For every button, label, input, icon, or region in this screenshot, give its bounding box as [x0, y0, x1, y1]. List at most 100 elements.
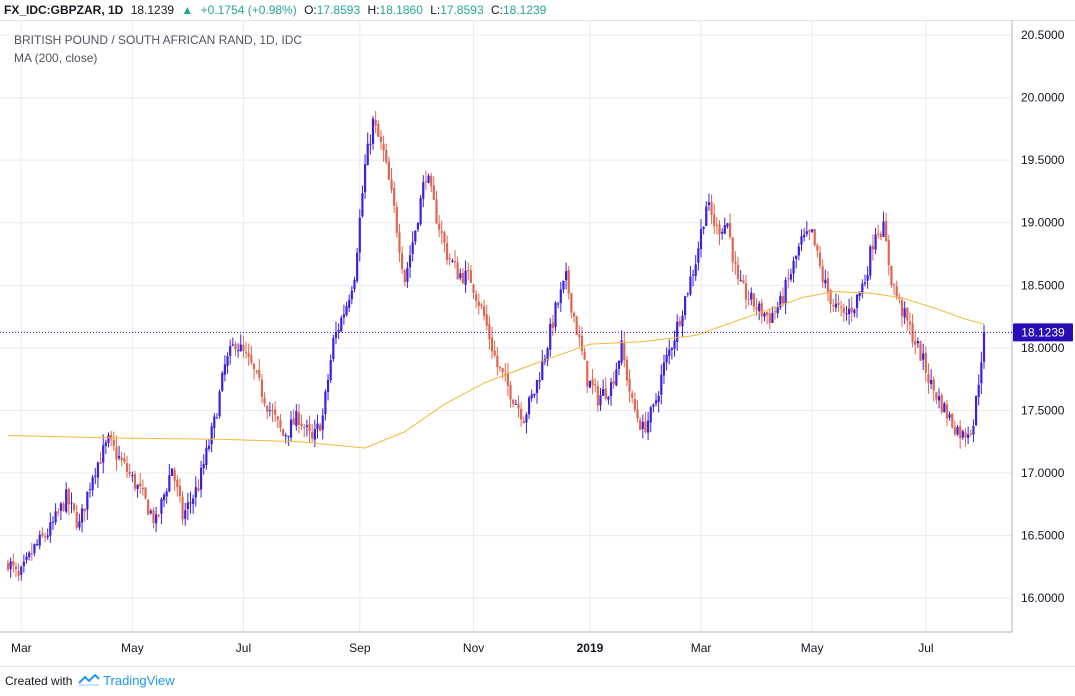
candle-body	[422, 182, 425, 199]
indicator-label[interactable]: MA (200, close)	[14, 51, 97, 65]
candle-body	[308, 424, 311, 432]
candle-body	[810, 229, 814, 232]
candle-body	[916, 341, 919, 344]
candle-body	[49, 522, 52, 536]
candle-body	[43, 536, 47, 538]
candle-body	[194, 487, 197, 498]
candle-body	[594, 384, 597, 386]
candle-body	[980, 362, 983, 384]
candle-body	[845, 313, 848, 315]
candle-body	[353, 279, 356, 290]
candle-body	[599, 395, 602, 406]
candle-body	[239, 344, 242, 352]
candle-body	[885, 220, 888, 242]
candle-body	[120, 457, 123, 461]
candle-body	[644, 421, 647, 433]
candle-body	[65, 489, 68, 512]
price-chart[interactable]: 16.0000 16.5000 17.0000 17.5000 18.0000 18.50…	[0, 20, 1075, 666]
candle-body	[557, 303, 560, 305]
candle-body	[165, 491, 168, 497]
candle-body	[742, 280, 745, 284]
candle-body	[691, 274, 695, 276]
candle-body	[281, 429, 285, 436]
candle-body	[731, 237, 734, 262]
candle-body	[744, 283, 748, 300]
candle-body	[160, 498, 163, 514]
candle-body	[9, 561, 12, 570]
candle-body	[924, 353, 927, 373]
candle-body	[231, 344, 234, 346]
candle-body	[297, 412, 301, 425]
candle-body	[908, 321, 912, 325]
candle-body	[173, 469, 176, 481]
candle-body	[96, 462, 100, 478]
candle-body	[750, 292, 753, 300]
symbol-label[interactable]: FX_IDC:GBPZAR, 1D	[4, 3, 124, 17]
candle-body	[522, 421, 525, 424]
candle-body	[514, 404, 517, 406]
candle-body	[562, 280, 565, 290]
candle-body	[176, 479, 179, 487]
candle-body	[88, 489, 92, 491]
candle-body	[919, 341, 922, 361]
candle-body	[961, 431, 964, 438]
candle-body	[734, 261, 737, 264]
candle-body	[959, 426, 962, 439]
candle-body	[110, 434, 113, 440]
candle-body	[57, 511, 60, 513]
candle-body	[633, 399, 636, 410]
candle-body	[848, 308, 851, 314]
candle-body	[826, 278, 830, 292]
candle-body	[266, 405, 269, 413]
time-axis[interactable]: Mar May Jul Sep Nov 2019 Mar May Jul	[11, 641, 934, 655]
candle-body	[930, 380, 933, 385]
candle-body	[311, 431, 314, 439]
candle-body	[863, 282, 867, 284]
candle-body	[549, 324, 552, 350]
candle-body	[67, 489, 70, 505]
candle-body	[967, 434, 970, 438]
candle-body	[787, 278, 790, 280]
candle-body	[911, 323, 914, 343]
tradingview-brand[interactable]: TradingView	[103, 673, 175, 688]
candle-body	[345, 306, 348, 316]
candle-body	[940, 395, 943, 413]
candle-body	[681, 315, 684, 327]
candle-body	[721, 231, 724, 234]
candle-body	[342, 314, 346, 318]
candle-body	[73, 503, 76, 511]
candle-body	[379, 136, 383, 142]
candle-body	[792, 260, 795, 274]
candle-body	[250, 355, 253, 363]
candle-body	[356, 252, 359, 281]
y-tick-label: 19.0000	[1021, 216, 1065, 230]
candle-body	[284, 434, 287, 437]
candle-body	[498, 366, 502, 369]
candle-body	[821, 266, 824, 283]
candle-body	[707, 202, 711, 206]
candle-body	[689, 276, 692, 295]
candle-body	[869, 246, 872, 276]
candle-body	[223, 364, 226, 375]
candle-body	[361, 193, 364, 217]
candle-body	[800, 236, 803, 245]
y-tick-label: 18.0000	[1021, 341, 1065, 355]
candle-body	[268, 409, 271, 411]
candle-body	[824, 279, 827, 284]
candle-body	[604, 388, 607, 399]
candle-body	[726, 223, 729, 227]
candle-body	[533, 393, 536, 396]
up-triangle-icon: ▲	[181, 3, 194, 17]
candle-body	[771, 312, 774, 323]
candle-body	[877, 233, 880, 235]
candle-body	[12, 561, 15, 566]
price-axis[interactable]: 16.0000 16.5000 17.0000 17.5000 18.0000 18.50…	[1021, 28, 1065, 605]
candle-body	[747, 299, 750, 301]
candle-body	[620, 340, 623, 363]
candle-body	[99, 461, 102, 464]
candle-body	[295, 411, 298, 426]
candle-body	[755, 307, 758, 310]
candle-body	[210, 426, 213, 445]
candle-body	[51, 521, 55, 523]
candle-body	[25, 556, 28, 561]
